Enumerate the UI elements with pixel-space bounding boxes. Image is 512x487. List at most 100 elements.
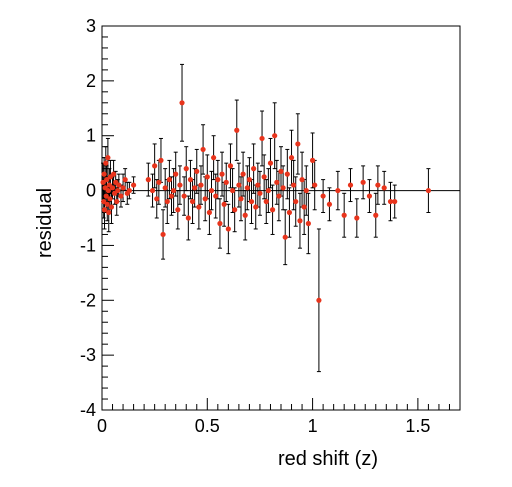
data-point bbox=[217, 220, 223, 227]
data-point bbox=[303, 187, 309, 194]
data-point bbox=[115, 187, 121, 194]
data-point bbox=[297, 218, 303, 224]
data-point bbox=[295, 141, 301, 147]
data-point bbox=[320, 193, 326, 199]
data-point bbox=[286, 209, 293, 216]
data-point bbox=[240, 171, 246, 177]
data-point bbox=[259, 135, 265, 142]
data-point bbox=[145, 177, 151, 183]
data-point bbox=[278, 168, 284, 174]
x-tick-label: 0 bbox=[97, 416, 107, 436]
data-point bbox=[274, 179, 280, 185]
data-point bbox=[208, 187, 215, 194]
data-point bbox=[164, 198, 170, 205]
data-point bbox=[272, 133, 278, 139]
y-tick-label: -2 bbox=[80, 290, 96, 310]
data-point bbox=[101, 198, 107, 205]
data-point bbox=[194, 168, 200, 174]
y-tick-label: 0 bbox=[86, 181, 96, 201]
data-point bbox=[192, 185, 198, 191]
data-point bbox=[100, 179, 106, 185]
data-point bbox=[288, 155, 295, 161]
data-point bbox=[234, 127, 240, 133]
x-axis-tick-labels: 0 0.5 1 1.5 bbox=[97, 416, 430, 436]
data-point bbox=[425, 187, 432, 194]
y-tick-label: -1 bbox=[80, 235, 96, 255]
data-point bbox=[253, 204, 259, 210]
data-point bbox=[149, 187, 156, 194]
y-axis-title: residual bbox=[34, 188, 56, 258]
y-tick-label: 2 bbox=[86, 71, 96, 91]
x-tick-label: 1.5 bbox=[405, 416, 430, 436]
data-point bbox=[301, 204, 307, 210]
data-point bbox=[104, 177, 110, 183]
data-point bbox=[265, 187, 271, 194]
data-point bbox=[246, 177, 253, 183]
data-point bbox=[114, 198, 120, 205]
data-point bbox=[101, 207, 108, 213]
data-point bbox=[196, 204, 202, 210]
data-point bbox=[103, 193, 109, 199]
data-point bbox=[175, 207, 181, 213]
data-point bbox=[168, 193, 175, 199]
data-point bbox=[160, 231, 166, 238]
data-point bbox=[257, 190, 263, 196]
data-point bbox=[381, 185, 387, 191]
x-tick-label: 0.5 bbox=[195, 416, 220, 436]
data-point bbox=[211, 155, 217, 161]
data-point bbox=[238, 196, 244, 202]
data-point bbox=[103, 160, 109, 166]
y-tick-label: -3 bbox=[80, 345, 96, 365]
data-point bbox=[110, 171, 117, 177]
data-point bbox=[221, 201, 227, 207]
data-point bbox=[291, 182, 297, 188]
data-point bbox=[154, 196, 160, 202]
data-point bbox=[269, 207, 276, 213]
data-point bbox=[232, 207, 238, 213]
y-tick-label: -4 bbox=[80, 400, 96, 420]
y-axis-tick-labels: -4 -3 -2 -1 0 1 2 3 bbox=[80, 16, 96, 420]
data-point bbox=[373, 212, 379, 218]
data-point bbox=[255, 182, 261, 188]
data-point bbox=[162, 185, 168, 191]
data-point bbox=[263, 198, 269, 205]
data-point bbox=[122, 177, 128, 183]
data-point bbox=[293, 198, 299, 205]
data-markers bbox=[100, 100, 432, 303]
data-point bbox=[284, 171, 290, 177]
data-point bbox=[198, 182, 204, 188]
data-point bbox=[104, 201, 110, 207]
data-point bbox=[181, 193, 187, 199]
data-point bbox=[305, 220, 311, 227]
data-point bbox=[120, 185, 126, 191]
data-point bbox=[116, 182, 122, 188]
data-point bbox=[204, 174, 210, 180]
data-point bbox=[107, 196, 113, 202]
data-point bbox=[280, 185, 286, 191]
data-point bbox=[354, 215, 360, 221]
data-point bbox=[126, 187, 132, 194]
data-point bbox=[326, 201, 333, 207]
data-point bbox=[309, 157, 316, 163]
data-point bbox=[105, 155, 111, 161]
data-point bbox=[251, 166, 257, 172]
data-point bbox=[118, 193, 124, 199]
data-point bbox=[299, 177, 305, 183]
data-point bbox=[108, 204, 115, 210]
data-point bbox=[375, 182, 381, 188]
data-point bbox=[171, 187, 177, 194]
data-point bbox=[105, 187, 111, 194]
data-point bbox=[335, 187, 341, 194]
data-point bbox=[282, 234, 288, 240]
data-point bbox=[177, 182, 183, 188]
data-point bbox=[200, 146, 206, 153]
data-point bbox=[236, 182, 242, 188]
plot-frame bbox=[101, 25, 461, 411]
data-point bbox=[179, 100, 185, 106]
data-point bbox=[316, 297, 322, 303]
data-point bbox=[156, 179, 162, 185]
x-axis-ticks bbox=[101, 398, 461, 410]
y-tick-label: 1 bbox=[86, 126, 96, 146]
data-point bbox=[347, 182, 354, 188]
